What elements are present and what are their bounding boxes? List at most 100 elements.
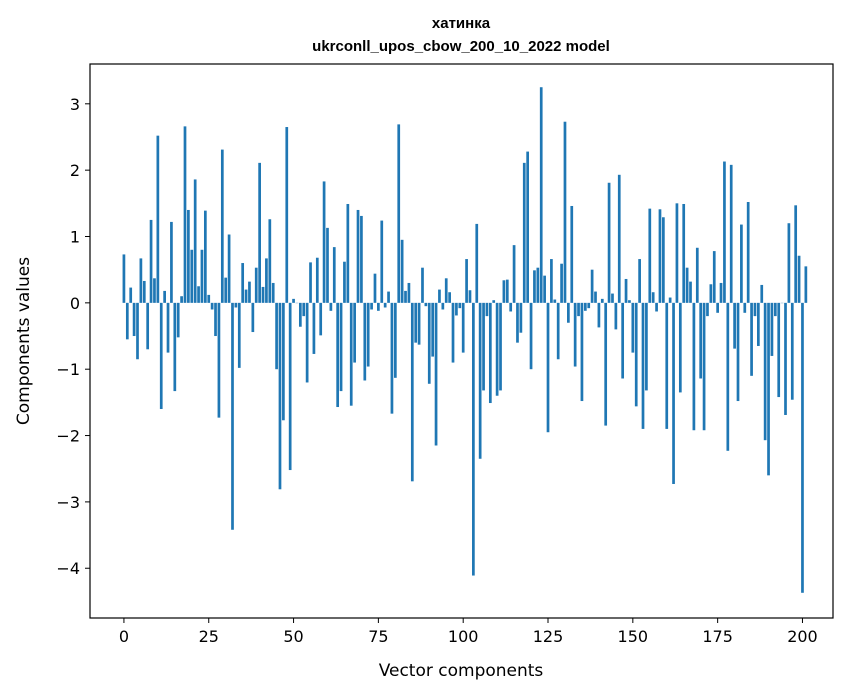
bar-component-43 bbox=[268, 219, 272, 303]
y-axis-label: Components values bbox=[14, 257, 34, 425]
bar-component-42 bbox=[265, 258, 268, 303]
bar-component-116 bbox=[516, 302, 519, 343]
bar-component-114 bbox=[509, 302, 513, 312]
bar-component-52 bbox=[298, 302, 302, 327]
bar-component-123 bbox=[539, 87, 543, 303]
y-tick-label: −1 bbox=[56, 360, 80, 379]
bar-component-190 bbox=[767, 302, 770, 476]
bar-component-148 bbox=[624, 278, 628, 303]
bar-component-135 bbox=[580, 302, 584, 402]
bar-component-93 bbox=[438, 289, 441, 303]
bar-component-73 bbox=[370, 302, 373, 310]
bar-component-132 bbox=[570, 205, 574, 303]
bar-component-166 bbox=[685, 267, 689, 303]
bar-component-63 bbox=[336, 302, 340, 408]
x-tick-label: 25 bbox=[199, 627, 219, 646]
bar-component-50 bbox=[292, 298, 295, 303]
bar-component-64 bbox=[339, 302, 343, 392]
bar-component-86 bbox=[414, 302, 418, 343]
bar-component-118 bbox=[522, 162, 526, 303]
bar-component-17 bbox=[180, 296, 183, 303]
bar-component-197 bbox=[790, 302, 794, 400]
bar-component-9 bbox=[153, 278, 156, 303]
bar-component-108 bbox=[488, 302, 492, 404]
bar-component-14 bbox=[170, 221, 173, 303]
bar-component-88 bbox=[421, 267, 424, 303]
bar-component-13 bbox=[166, 302, 170, 353]
x-tick-label: 50 bbox=[283, 627, 303, 646]
bar-component-41 bbox=[261, 286, 265, 303]
bar-component-72 bbox=[366, 302, 370, 367]
bar-component-49 bbox=[288, 302, 292, 471]
bar-component-160 bbox=[665, 302, 669, 429]
bar-component-111 bbox=[499, 302, 502, 391]
bar-component-7 bbox=[146, 302, 150, 350]
bar-component-85 bbox=[410, 302, 414, 482]
bar-component-40 bbox=[258, 162, 261, 303]
bar-component-161 bbox=[668, 297, 672, 303]
x-tick-label: 200 bbox=[787, 627, 818, 646]
bar-component-172 bbox=[706, 302, 709, 317]
bar-component-23 bbox=[200, 249, 204, 303]
bar-component-60 bbox=[326, 227, 329, 303]
bar-component-0 bbox=[122, 254, 126, 303]
bar-component-191 bbox=[770, 302, 774, 356]
bar-component-38 bbox=[251, 302, 255, 333]
bar-component-122 bbox=[536, 267, 540, 303]
bar-component-139 bbox=[594, 291, 597, 303]
bar-component-56 bbox=[312, 302, 316, 354]
bar-component-178 bbox=[726, 302, 730, 451]
bar-component-99 bbox=[458, 302, 462, 309]
bar-component-186 bbox=[753, 302, 757, 317]
bar-component-180 bbox=[733, 302, 736, 349]
bar-component-16 bbox=[176, 302, 180, 338]
bar-component-128 bbox=[556, 302, 560, 360]
bar-component-46 bbox=[278, 302, 282, 490]
bar-component-100 bbox=[461, 302, 465, 353]
bar-component-58 bbox=[319, 302, 323, 336]
bar-component-26 bbox=[210, 302, 214, 310]
bar-component-90 bbox=[427, 302, 431, 384]
bar-component-182 bbox=[740, 224, 743, 303]
bar-component-199 bbox=[797, 255, 801, 303]
bar-component-65 bbox=[343, 261, 346, 303]
bar-component-21 bbox=[193, 179, 197, 303]
bar-component-75 bbox=[377, 302, 380, 311]
bar-component-177 bbox=[723, 161, 726, 303]
bar-component-37 bbox=[248, 281, 251, 303]
bar-component-2 bbox=[129, 287, 133, 303]
bar-component-54 bbox=[305, 302, 309, 383]
bar-component-22 bbox=[197, 286, 200, 303]
plot-frame bbox=[89, 63, 834, 619]
bar-component-187 bbox=[757, 302, 760, 346]
bar-component-179 bbox=[729, 164, 733, 303]
bar-component-80 bbox=[393, 302, 397, 378]
bar-component-170 bbox=[699, 302, 703, 379]
y-tick-label: −3 bbox=[56, 493, 80, 512]
bar-component-173 bbox=[709, 284, 713, 303]
bar-component-94 bbox=[441, 302, 445, 310]
bar-component-115 bbox=[512, 245, 516, 303]
y-tick-label: 1 bbox=[70, 228, 80, 247]
chart-title: хатинка bbox=[432, 15, 491, 32]
bar-component-83 bbox=[404, 290, 407, 303]
bar-component-119 bbox=[526, 151, 530, 303]
bar-component-192 bbox=[773, 302, 777, 317]
bar-component-59 bbox=[322, 181, 326, 303]
x-tick-label: 125 bbox=[533, 627, 564, 646]
bar-component-97 bbox=[451, 302, 455, 363]
bar-component-140 bbox=[597, 302, 601, 328]
bar-component-134 bbox=[577, 302, 580, 317]
bar-component-15 bbox=[173, 302, 177, 392]
bar-component-87 bbox=[417, 302, 421, 345]
bar-component-189 bbox=[763, 302, 767, 441]
bar-component-89 bbox=[424, 302, 428, 307]
bar-component-28 bbox=[217, 302, 221, 418]
bar-component-96 bbox=[448, 292, 451, 303]
bar-component-24 bbox=[203, 210, 207, 303]
bar-component-101 bbox=[465, 259, 468, 303]
y-tick-label: −2 bbox=[56, 427, 80, 446]
bar-component-165 bbox=[682, 203, 686, 303]
bar-component-1 bbox=[125, 302, 129, 340]
bar-component-175 bbox=[716, 302, 719, 313]
